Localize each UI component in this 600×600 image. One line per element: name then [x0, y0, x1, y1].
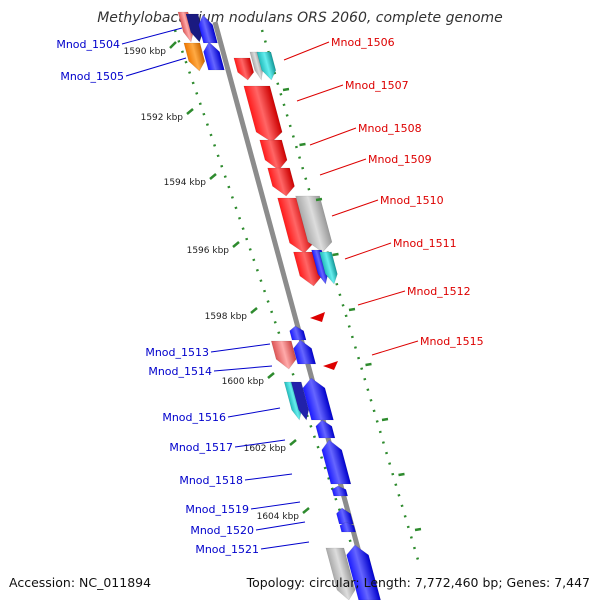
scale-tick [232, 241, 240, 248]
gene-label-mnod_1512: Mnod_1512 [407, 285, 471, 298]
gene-labels: Mnod_1504 Mnod_1505 Mnod_1513 Mnod_1514 Mnod… [56, 27, 484, 556]
scale-tick-label: 1590 kbp [124, 47, 167, 57]
gene-label-mnod_1520: Mnod_1520 [190, 524, 254, 537]
guide-dash [315, 197, 323, 202]
right-dotted-guide [260, 29, 420, 561]
gene-label-connector [344, 242, 392, 260]
scale-tick [289, 439, 297, 446]
gene-label-connector [260, 541, 310, 550]
gene-label-mnod_1507: Mnod_1507 [345, 79, 409, 92]
scale-tick [250, 307, 258, 314]
guide-dash [332, 252, 339, 257]
gene-label-mnod_1504: Mnod_1504 [56, 38, 120, 51]
gene-label-connector [234, 439, 286, 448]
gene-arrow [311, 249, 329, 285]
guide-dash [348, 307, 356, 312]
gene-label-connector [309, 127, 357, 146]
gene-arrow [302, 377, 334, 421]
gene-label-mnod_1505: Mnod_1505 [60, 70, 124, 83]
gene-label-mnod_1518: Mnod_1518 [179, 474, 243, 487]
gene-label-mnod_1511: Mnod_1511 [393, 237, 457, 250]
gene-label-mnod_1514: Mnod_1514 [148, 365, 212, 378]
scale-tick [267, 372, 275, 379]
scale-tick-label: 1594 kbp [164, 178, 207, 188]
scale-tick [186, 108, 194, 115]
gene-label-mnod_1517: Mnod_1517 [169, 441, 233, 454]
guide-dash [282, 87, 290, 92]
guide-dash [299, 142, 306, 147]
gene-label-mnod_1510: Mnod_1510 [380, 194, 444, 207]
gene-arrow [339, 521, 356, 533]
scale-ticks: 1590 kbp 1592 kbp 1594 kbp 1596 kbp 1598 kbp… [124, 41, 422, 532]
gene-label-mnod_1509: Mnod_1509 [368, 153, 432, 166]
scale-tick-label: 1598 kbp [205, 312, 248, 322]
gene-arrow [270, 340, 297, 370]
gene-label-connector [357, 290, 406, 306]
small-red-feature [310, 312, 325, 322]
gene-label-mnod_1516: Mnod_1516 [162, 411, 226, 424]
scale-tick-label: 1592 kbp [141, 113, 184, 123]
gene-label-connector [213, 365, 273, 372]
guide-dash [381, 417, 389, 422]
gene-arrow [336, 507, 354, 525]
gene-label-connector [319, 158, 367, 176]
gene-label-connector [210, 343, 271, 353]
gene-label-connector [244, 473, 293, 481]
gene-arrow [185, 13, 204, 43]
gene-label-mnod_1521: Mnod_1521 [195, 543, 259, 556]
guide-dash [365, 362, 372, 367]
accession-text: Accession: NC_011894 [9, 575, 152, 590]
gene-label-connector [121, 27, 183, 45]
scale-dotted-line [173, 29, 357, 556]
gene-label-connector [255, 521, 306, 531]
gene-arrow [203, 41, 225, 71]
scale-tick [302, 507, 310, 514]
gene-label-mnod_1506: Mnod_1506 [331, 36, 395, 49]
genome-backbone [212, 21, 375, 600]
gene-features [177, 11, 381, 600]
gene-arrow [289, 325, 307, 341]
guide-dash [414, 527, 422, 532]
gene-label-connector [125, 57, 187, 77]
scale-tick-label: 1602 kbp [244, 444, 287, 454]
scale-tick-label: 1596 kbp [187, 246, 230, 256]
gene-arrow [198, 14, 218, 44]
scale-tick-label: 1604 kbp [257, 512, 300, 522]
gene-arrow [315, 419, 336, 439]
gene-label-connector [250, 501, 301, 510]
gene-label-mnod_1515: Mnod_1515 [420, 335, 484, 348]
scale-tick-label: 1600 kbp [222, 377, 265, 387]
small-red-feature [323, 361, 338, 370]
scale-tick [169, 41, 177, 49]
gene-label-mnod_1508: Mnod_1508 [358, 122, 422, 135]
gene-arrow [259, 139, 288, 171]
gene-label-mnod_1513: Mnod_1513 [145, 346, 209, 359]
gene-arrow [321, 439, 352, 485]
gene-label-mnod_1519: Mnod_1519 [185, 503, 249, 516]
gene-arrow [243, 85, 283, 143]
gene-label-connector [331, 199, 379, 217]
gene-arrow [290, 381, 309, 421]
gene-arrow [346, 544, 381, 600]
gene-arrow [267, 167, 295, 197]
track-guides [173, 21, 420, 600]
gene-label-connector [296, 84, 344, 102]
guide-dash [398, 472, 405, 477]
gene-arrow [293, 339, 317, 365]
gene-arrow [233, 57, 254, 81]
gene-arrow [325, 547, 356, 600]
gene-arrow [319, 251, 338, 285]
scale-tick [209, 173, 217, 180]
gene-arrow [183, 42, 206, 72]
gene-label-connector [283, 41, 330, 61]
gene-arrow [331, 485, 348, 497]
gene-arrow [256, 51, 277, 81]
gene-arrow [295, 195, 333, 253]
gene-label-connector [227, 407, 281, 418]
gene-label-connector [371, 340, 419, 356]
topology-text: Topology: circular; Length: 7,772,460 bp… [246, 575, 590, 590]
